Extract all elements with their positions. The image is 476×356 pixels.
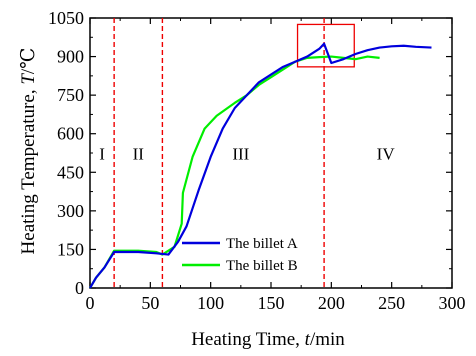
x-axis-label-prefix: Heating Time, (191, 329, 304, 350)
y-tick-label: 450 (57, 162, 84, 182)
highlight-box (296, 23, 355, 68)
y-tick-label: 1050 (48, 8, 84, 28)
y-axis-label-prefix: Heating Temperature, (18, 85, 39, 255)
stage-label: I (99, 144, 105, 163)
y-tick-label: 300 (57, 201, 84, 221)
y-tick-label: 0 (75, 278, 84, 298)
y-axis-label-symbol: T (18, 73, 39, 85)
series-line-the-billet-b (89, 55, 380, 289)
stage-label: II (133, 144, 145, 163)
legend-label: The billet A (226, 236, 298, 252)
x-tick-label: 150 (258, 293, 285, 313)
x-axis-label: Heating Time, t/min (191, 329, 345, 350)
x-axis-label-unit: /min (310, 329, 345, 350)
y-tick-label: 750 (57, 85, 84, 105)
x-tick-label: 200 (318, 293, 345, 313)
x-tick-label: 250 (378, 293, 405, 313)
y-tick-label: 900 (57, 47, 84, 67)
x-tick-label: 50 (141, 293, 159, 313)
x-axis-label-symbol: t (305, 329, 311, 350)
series-line-the-billet-a (89, 42, 432, 289)
x-tick-label: 100 (197, 293, 224, 313)
legend-label: The billet B (226, 258, 298, 274)
plot-area: 0 50 100 150 200 250 300 0 150 300 450 600 750 900 105… (48, 8, 466, 313)
stage-label: IV (377, 144, 396, 163)
stage-label: III (232, 144, 249, 163)
y-tick-label: 600 (57, 124, 84, 144)
y-axis-label: Heating Temperature, T/℃ (18, 48, 39, 255)
svg-text:Heating Temperature, T/℃: Heating Temperature, T/℃ (18, 48, 39, 255)
y-axis-label-unit: /℃ (18, 48, 39, 75)
y-tick-label: 150 (57, 239, 84, 259)
x-tick-label: 0 (86, 293, 95, 313)
x-tick-label: 300 (439, 293, 466, 313)
